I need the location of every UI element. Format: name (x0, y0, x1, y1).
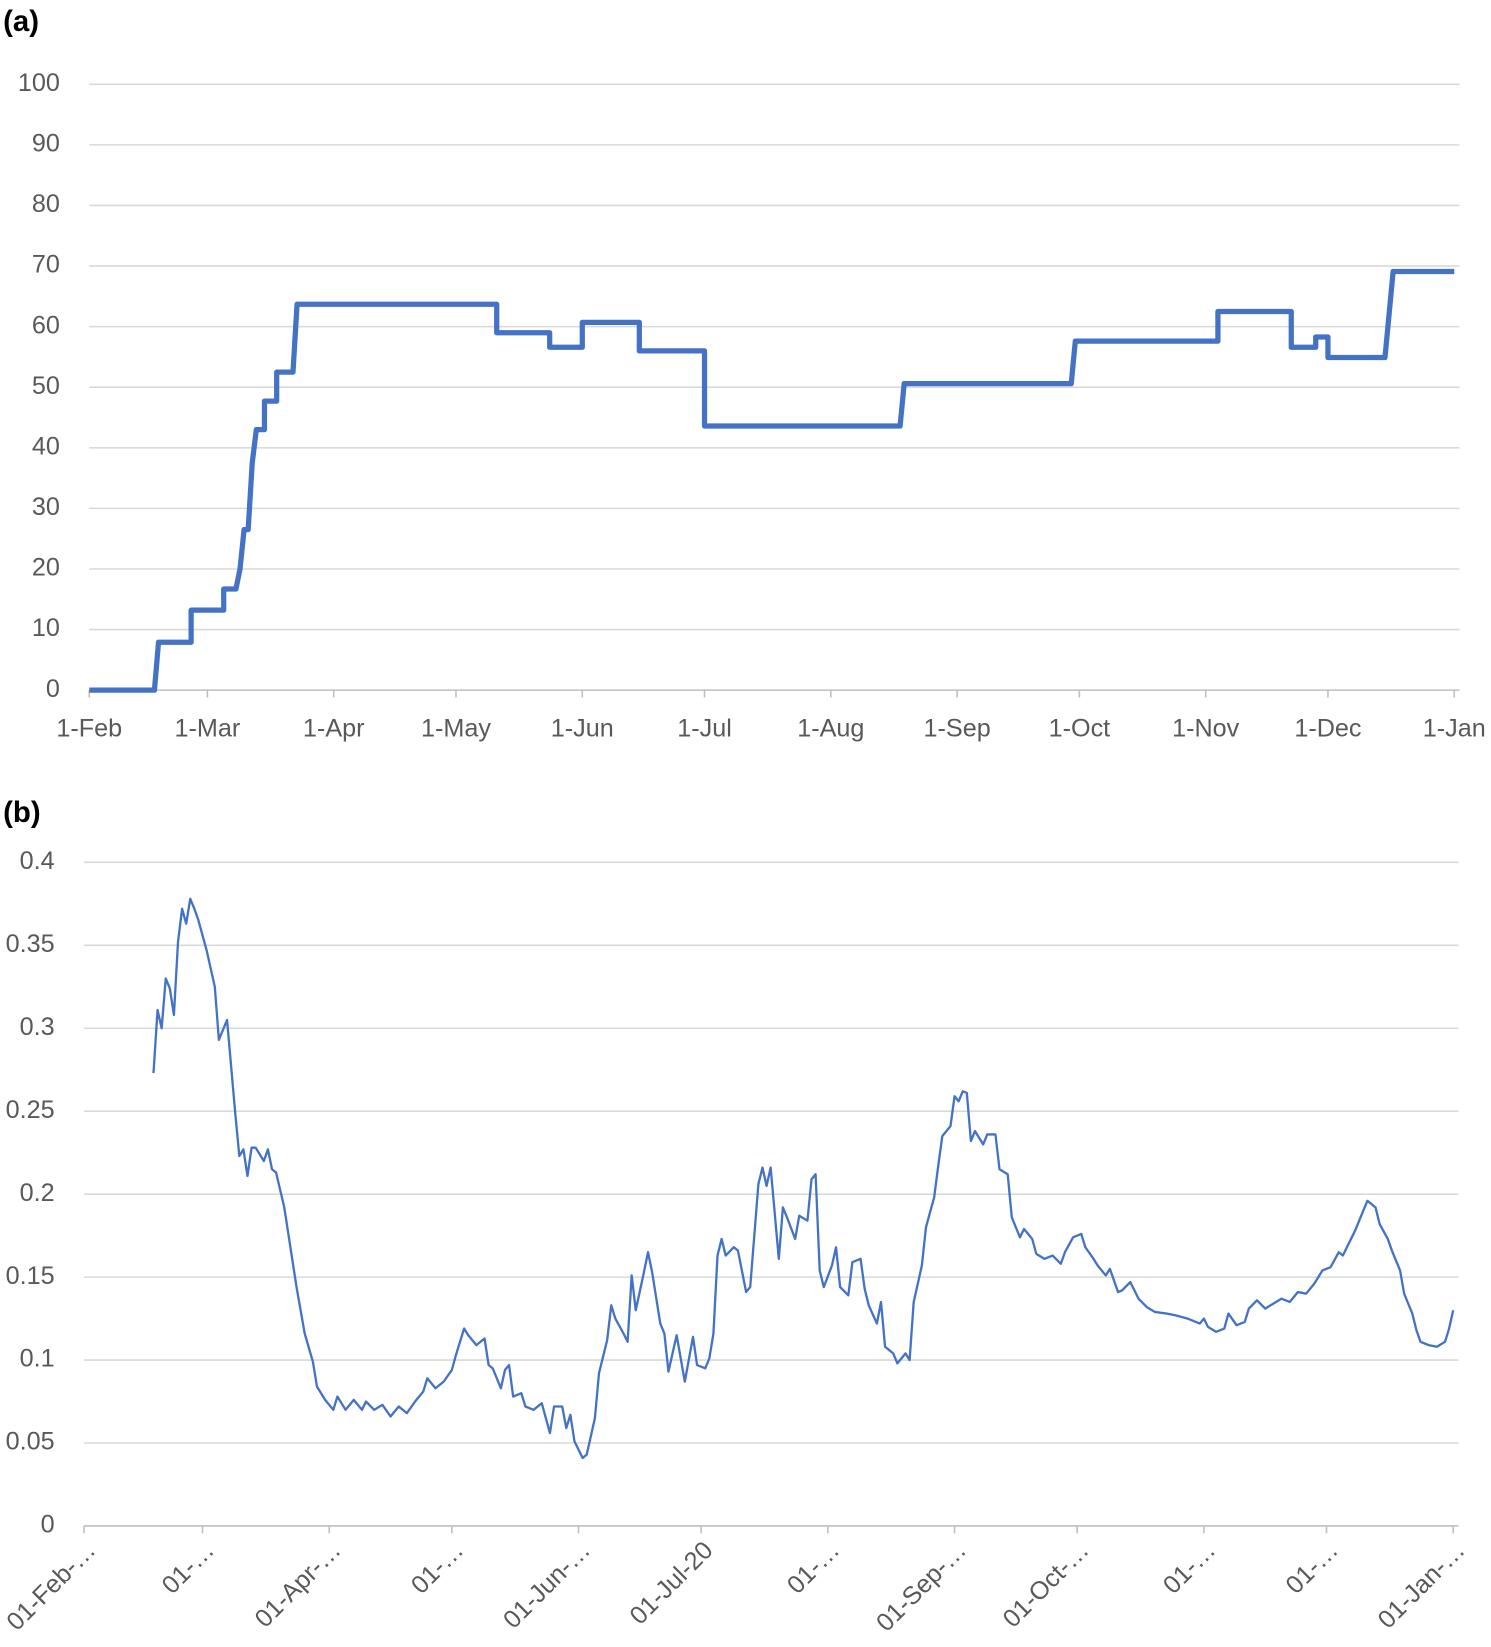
y-tick-label: 0.2 (20, 1179, 55, 1207)
y-tick-label: 0.15 (6, 1262, 55, 1290)
x-tick-label: 01-Jan-… (1373, 1536, 1471, 1634)
x-tick-label: 1-Dec (1294, 715, 1361, 743)
y-tick-label: 0.4 (20, 847, 55, 875)
x-tick-label: 01-Apr-… (250, 1536, 347, 1633)
y-tick-label: 40 (32, 432, 60, 460)
y-tick-label: 60 (32, 311, 60, 339)
x-tick-label: 1-Oct (1049, 715, 1111, 743)
y-tick-label: 0.3 (20, 1013, 55, 1041)
x-tick-label: 01-… (157, 1536, 220, 1599)
x-tick-label: 01-… (1280, 1536, 1343, 1599)
y-tick-label: 0 (46, 675, 60, 703)
x-tick-label: 01-… (1158, 1536, 1221, 1599)
y-tick-label: 30 (32, 493, 60, 521)
x-tick-label: 01-Oct-… (998, 1536, 1095, 1633)
x-tick-label: 1-Aug (797, 715, 864, 743)
y-tick-label: 10 (32, 614, 60, 642)
y-tick-label: 80 (32, 190, 60, 218)
y-tick-label: 90 (32, 130, 60, 158)
x-tick-label: 01-Feb-… (1, 1536, 101, 1636)
y-tick-label: 0.35 (6, 930, 55, 958)
x-tick-label: 1-May (421, 715, 491, 743)
y-tick-label: 0.1 (20, 1345, 55, 1373)
x-tick-label: 01-… (406, 1536, 469, 1599)
x-tick-label: 1-Jun (551, 715, 614, 743)
x-tick-label: 01-… (782, 1536, 845, 1599)
y-tick-label: 50 (32, 372, 60, 400)
x-tick-label: 01-Jul-20 (624, 1536, 718, 1630)
x-tick-label: 1-Jan (1423, 715, 1486, 743)
y-tick-label: 70 (32, 251, 60, 279)
y-tick-label: 100 (18, 69, 60, 97)
y-tick-label: 0.05 (6, 1428, 55, 1456)
x-tick-label: 1-Feb (56, 715, 122, 743)
x-tick-label: 1-Jul (677, 715, 732, 743)
x-tick-label: 1-Nov (1172, 715, 1240, 743)
data-line (152, 897, 1455, 1460)
x-tick-label: 01-Jun-… (498, 1536, 596, 1634)
y-tick-label: 0.25 (6, 1096, 55, 1124)
y-tick-label: 0 (41, 1511, 55, 1539)
y-tick-label: 20 (32, 554, 60, 582)
panel-label: (b) (3, 796, 41, 829)
x-tick-label: 1-Apr (303, 715, 365, 743)
x-tick-label: 1-Sep (924, 715, 991, 743)
data-line (89, 268, 1455, 693)
panel-label: (a) (3, 5, 39, 38)
x-tick-label: 01-Sep-… (871, 1536, 972, 1637)
x-tick-label: 1-Mar (175, 715, 241, 743)
